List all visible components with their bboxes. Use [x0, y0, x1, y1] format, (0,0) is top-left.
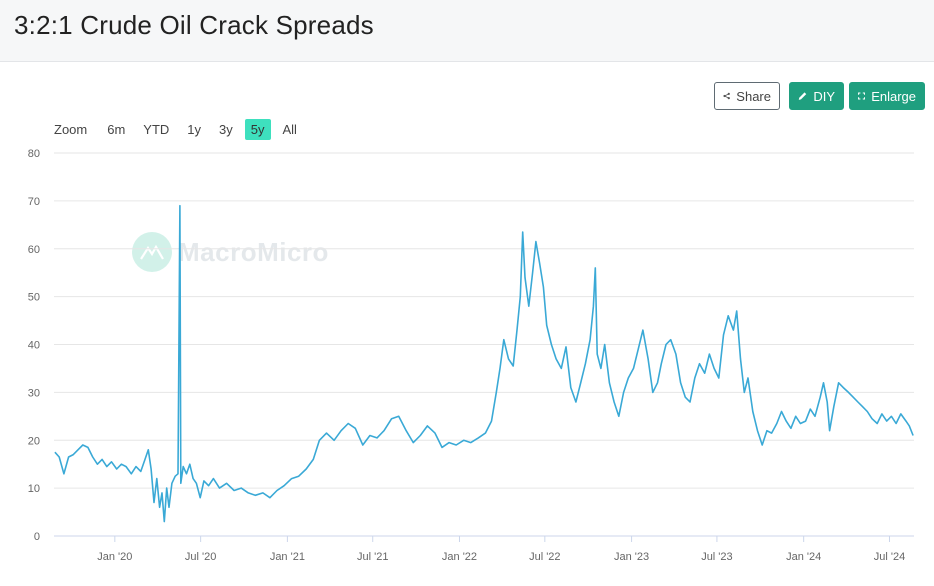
y-tick-label: 60 [28, 244, 40, 256]
enlarge-button[interactable]: Enlarge [849, 82, 925, 110]
x-tick-label: Jan '24 [786, 551, 821, 563]
chart-grid [54, 152, 914, 537]
y-tick-label: 20 [28, 435, 40, 447]
zoom-1y-button[interactable]: 1y [187, 121, 202, 137]
diy-button[interactable]: DIY [789, 82, 844, 110]
y-tick-label: 40 [28, 340, 40, 352]
x-tick-label: Jan '20 [97, 551, 132, 563]
y-tick-label: 30 [28, 387, 40, 399]
x-tick-label: Jul '24 [874, 551, 905, 563]
y-tick-label: 70 [28, 196, 40, 208]
x-tick-label: Jan '22 [442, 551, 477, 563]
zoom-label: Zoom [54, 121, 88, 137]
x-axis: Jan '20 Jul '20 Jan '21 Jul '21 Jan '22 Jul '… [97, 536, 905, 563]
diy-label: DIY [813, 88, 835, 104]
chart-logo-icon [132, 232, 172, 272]
watermark-text: MacroMicro [178, 236, 329, 267]
zoom-ytd-button[interactable]: YTD [143, 121, 170, 137]
y-tick-label: 80 [28, 148, 40, 160]
x-tick-label: Jan '23 [614, 551, 649, 563]
series-layer [54, 204, 914, 523]
page-title: 3:2:1 Crude Oil Crack Spreads [14, 10, 374, 40]
zoom-all-button[interactable]: All [282, 121, 297, 137]
y-axis: 0 10 20 30 40 50 60 70 80 [28, 148, 40, 543]
zoom-5y-button[interactable]: 5y [244, 118, 271, 140]
y-tick-label: 10 [28, 483, 40, 495]
zoom-6m-button[interactable]: 6m [107, 121, 126, 137]
share-label: Share [736, 88, 771, 104]
page-header: 3:2:1 Crude Oil Crack Spreads [0, 0, 934, 62]
watermark-logo: MacroMicro [132, 232, 329, 272]
enlarge-label: Enlarge [871, 88, 916, 104]
x-tick-label: Jul '23 [701, 551, 732, 563]
expand-icon [858, 92, 866, 100]
share-icon [723, 92, 730, 100]
x-tick-label: Jul '22 [529, 551, 560, 563]
x-tick-label: Jan '21 [270, 551, 305, 563]
x-tick-label: Jul '20 [185, 551, 216, 563]
zoom-selector: Zoom 6m YTD 1y 3y 5y All [54, 118, 309, 140]
x-tick-label: Jul '21 [357, 551, 388, 563]
y-tick-label: 0 [34, 531, 40, 543]
y-tick-label: 50 [28, 292, 40, 304]
series-line[interactable] [54, 204, 914, 523]
pencil-icon [798, 92, 807, 100]
share-button[interactable]: Share [714, 82, 780, 110]
zoom-3y-button[interactable]: 3y [219, 121, 233, 137]
